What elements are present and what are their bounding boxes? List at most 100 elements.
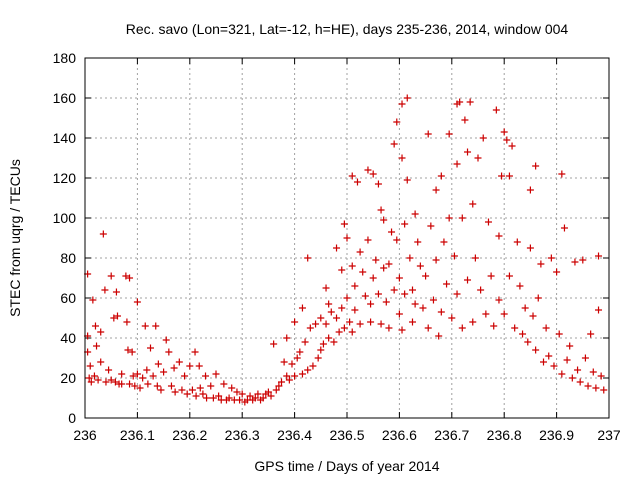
y-tick-label: 160: [53, 90, 77, 106]
data-point: [154, 360, 162, 368]
data-point: [390, 140, 398, 148]
data-point: [385, 260, 393, 268]
data-point: [192, 392, 200, 400]
x-tick-label: 236.6: [382, 427, 417, 443]
data-point: [532, 162, 540, 170]
x-tick-label: 236.3: [225, 427, 260, 443]
y-tick-label: 40: [60, 330, 76, 346]
data-point: [526, 186, 534, 194]
data-point: [191, 348, 199, 356]
data-point: [152, 322, 160, 330]
x-tick-label: 236.7: [434, 427, 469, 443]
data-point: [398, 326, 406, 334]
data-point: [393, 236, 401, 244]
x-tick-label: 236.1: [120, 427, 155, 443]
data-point: [203, 394, 211, 402]
data-point: [435, 332, 443, 340]
data-point: [275, 382, 283, 390]
data-point: [589, 368, 597, 376]
data-point: [270, 340, 278, 348]
data-point: [471, 254, 479, 262]
data-point: [202, 372, 210, 380]
data-point: [220, 380, 228, 388]
data-point: [97, 328, 105, 336]
data-point: [325, 334, 333, 342]
data-point: [139, 374, 147, 382]
data-point: [113, 312, 121, 320]
data-point: [367, 300, 375, 308]
x-tick-label: 236.2: [172, 427, 207, 443]
x-tick-label: 236: [73, 427, 97, 443]
data-point: [406, 254, 414, 262]
data-point: [508, 142, 516, 150]
data-point: [419, 304, 427, 312]
y-tick-label: 0: [68, 410, 76, 426]
data-point: [99, 230, 107, 238]
data-point: [437, 308, 445, 316]
data-point: [429, 296, 437, 304]
data-point: [540, 358, 547, 366]
data-point: [317, 314, 325, 322]
x-tick-label: 236.9: [539, 427, 574, 443]
data-point: [427, 222, 435, 230]
data-point: [558, 170, 566, 178]
data-point: [437, 172, 445, 180]
data-point: [319, 340, 327, 348]
data-point: [584, 382, 592, 390]
data-point: [563, 356, 571, 364]
data-point: [296, 348, 304, 356]
data-point: [526, 244, 534, 252]
data-point: [160, 368, 168, 376]
data-point: [482, 310, 490, 318]
data-point: [157, 386, 165, 394]
data-point: [479, 134, 487, 142]
data-point: [122, 272, 130, 280]
data-point: [183, 390, 191, 398]
data-point: [456, 98, 464, 106]
data-point: [348, 262, 356, 270]
data-point: [364, 166, 372, 174]
data-point: [338, 304, 346, 312]
data-point: [283, 372, 291, 380]
data-point: [393, 118, 401, 126]
data-point: [351, 306, 359, 314]
data-point: [351, 282, 359, 290]
data-point: [264, 388, 272, 396]
chart-title: Rec. savo (Lon=321, Lat=-12, h=HE), days…: [126, 21, 569, 37]
data-point: [568, 374, 576, 382]
data-point: [298, 304, 306, 312]
data-point: [143, 366, 151, 374]
data-point: [487, 272, 495, 280]
data-point: [579, 256, 587, 264]
data-point: [85, 374, 93, 382]
data-point: [291, 372, 299, 380]
y-axis-label: STEC from uqrg / TECUs: [7, 159, 23, 317]
data-point: [128, 348, 136, 356]
data-point: [545, 352, 553, 360]
data-point: [110, 314, 118, 322]
data-point: [469, 200, 477, 208]
data-point: [453, 160, 461, 168]
data-point: [505, 172, 513, 180]
data-point: [560, 224, 568, 232]
data-point: [126, 274, 134, 282]
data-point: [369, 170, 377, 178]
data-point: [162, 336, 170, 344]
x-tick-label: 237: [597, 427, 621, 443]
data-point: [196, 384, 204, 392]
data-point: [186, 362, 194, 370]
data-point: [445, 130, 453, 138]
data-point: [409, 318, 416, 326]
data-point: [304, 254, 312, 262]
data-point: [390, 286, 398, 294]
data-point: [175, 358, 183, 366]
data-point: [267, 392, 275, 400]
data-point: [448, 314, 456, 322]
data-point: [254, 390, 262, 398]
data-point: [553, 268, 561, 276]
data-point: [374, 180, 382, 188]
data-point: [395, 274, 403, 282]
data-point: [513, 238, 521, 246]
data-point: [450, 252, 458, 260]
